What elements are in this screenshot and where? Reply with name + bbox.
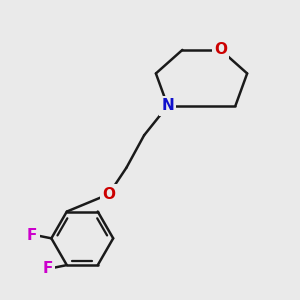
Text: F: F	[27, 228, 38, 243]
Text: N: N	[161, 98, 174, 113]
Text: O: O	[214, 42, 227, 57]
Text: F: F	[43, 261, 53, 276]
Text: O: O	[102, 187, 115, 202]
